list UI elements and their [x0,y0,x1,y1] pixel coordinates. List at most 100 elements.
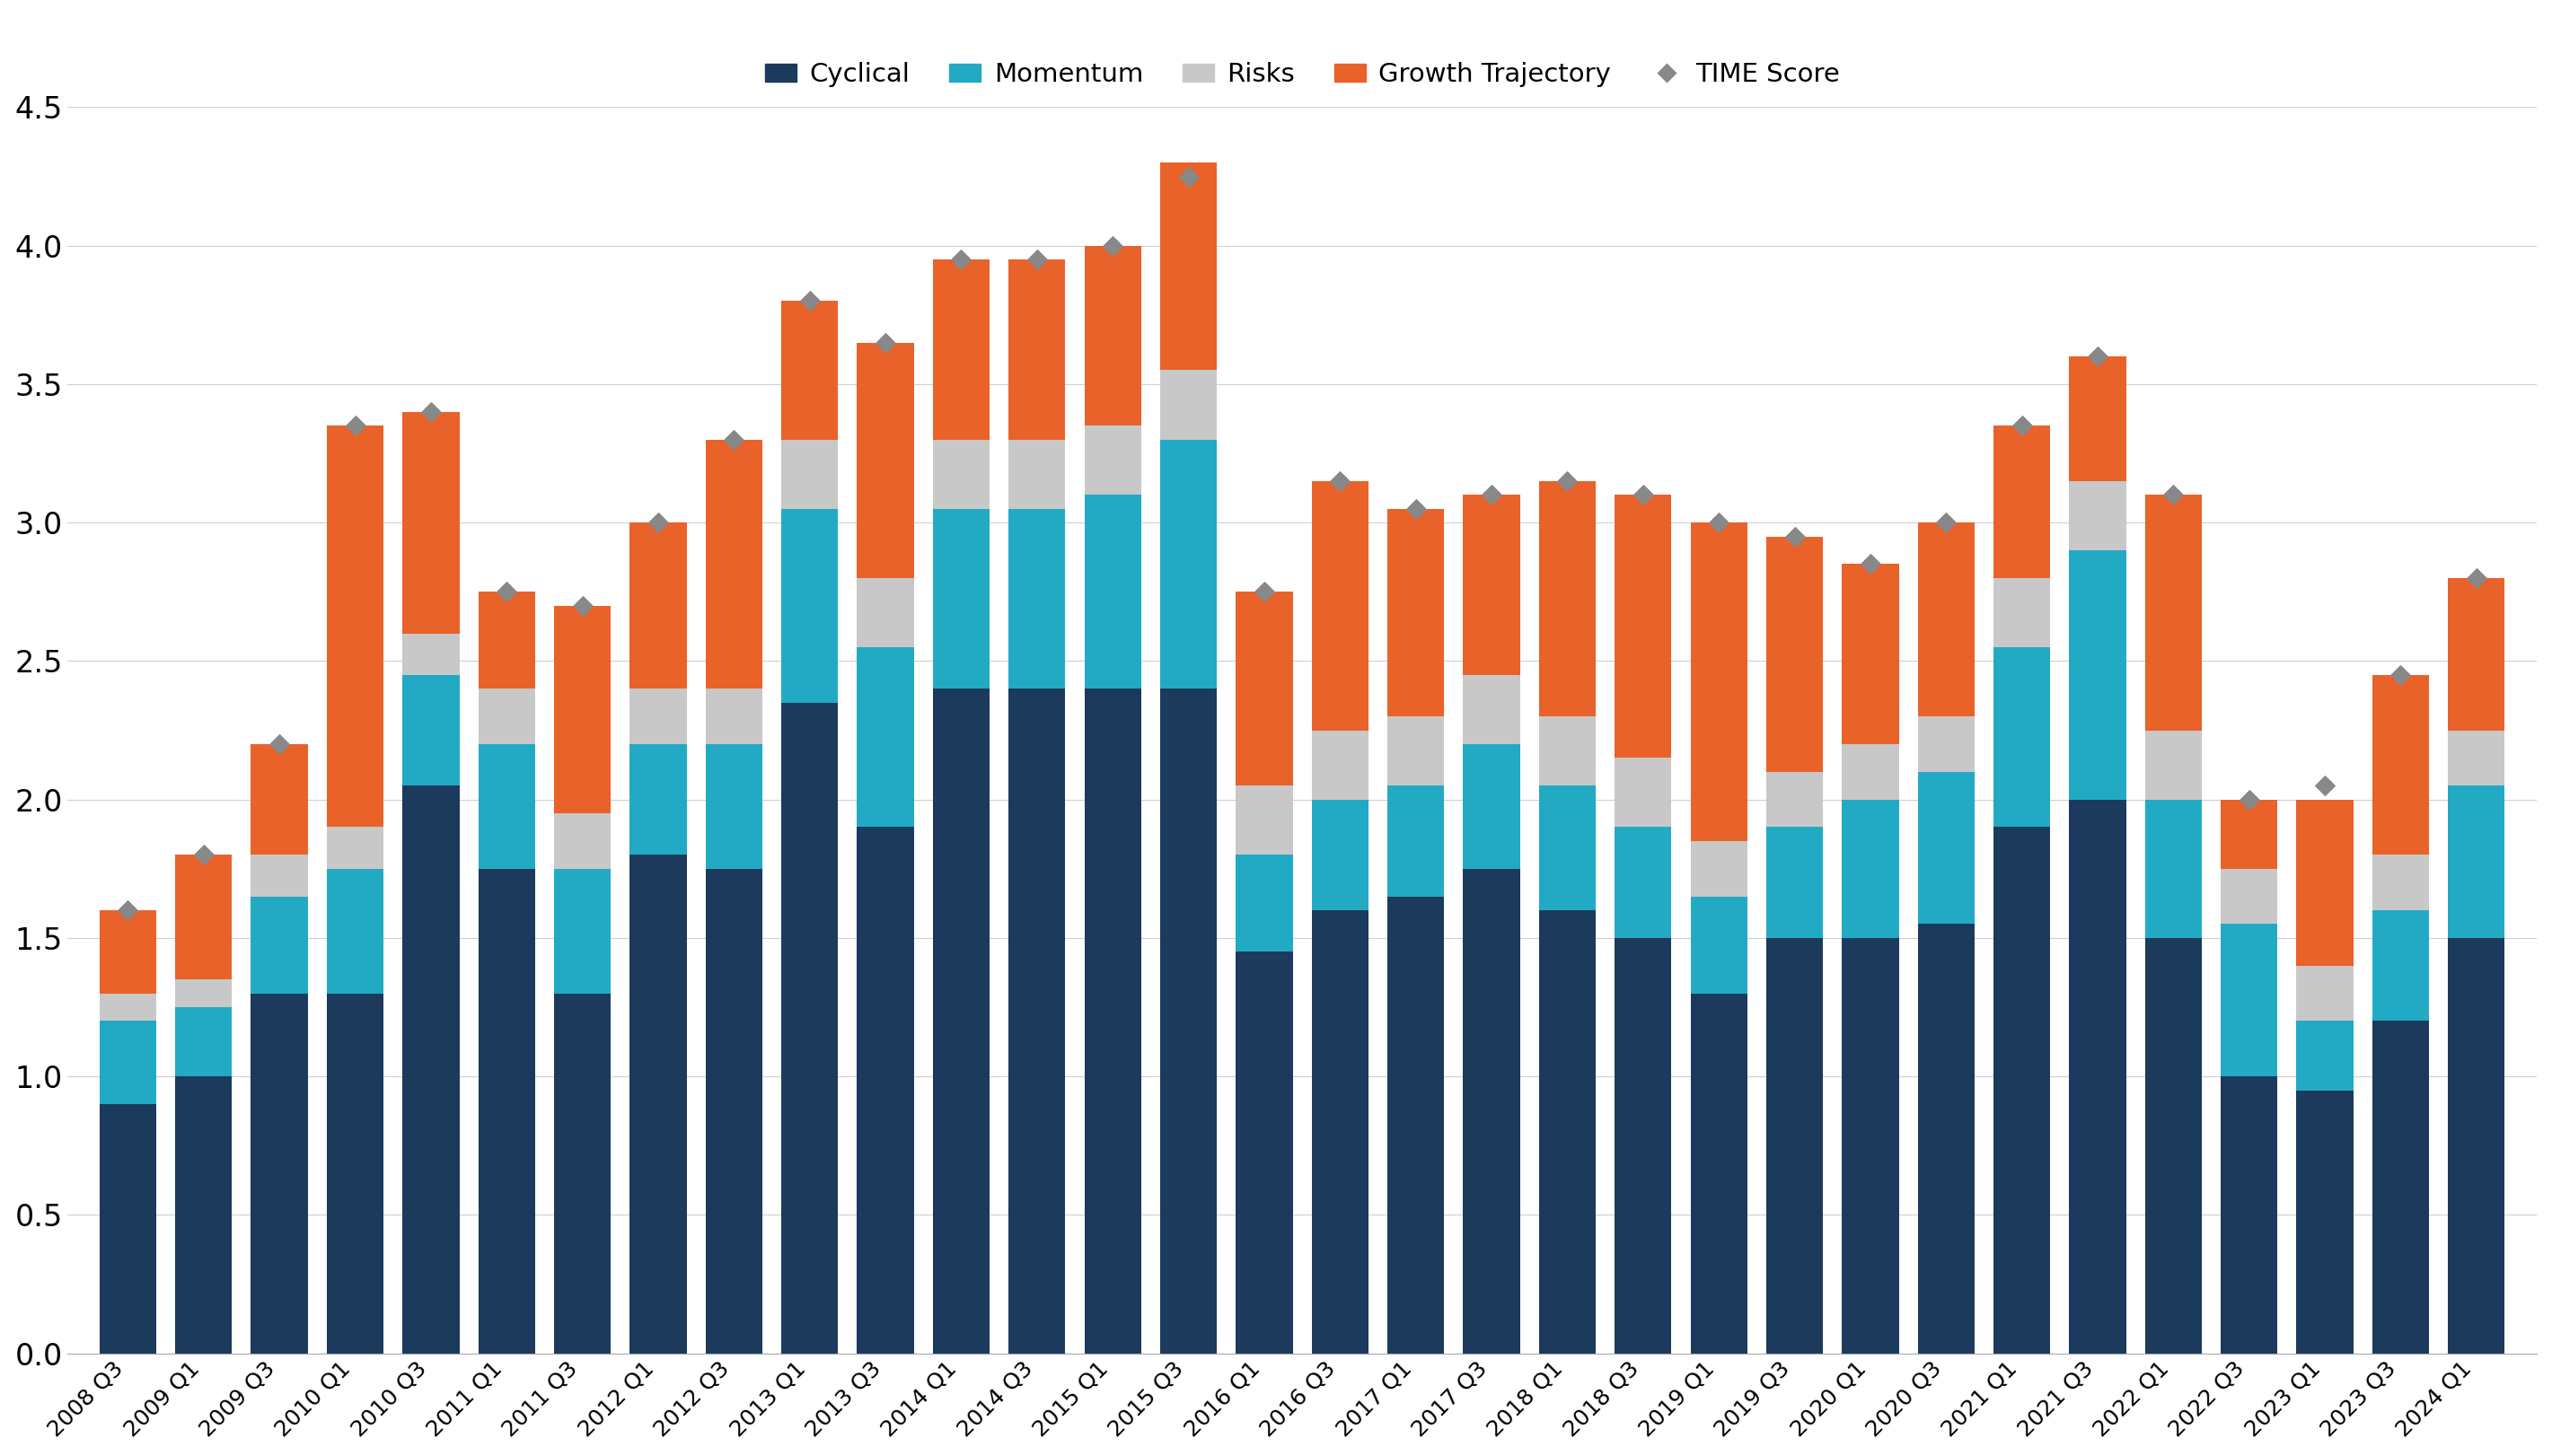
Bar [630,523,686,689]
Bar [1539,716,1595,786]
TIME Score [1396,496,1437,520]
Bar [554,993,610,1353]
Bar [2447,786,2506,938]
Bar [250,744,309,855]
TIME Score [865,331,906,354]
Bar [2297,1021,2353,1091]
TIME Score [2077,345,2118,368]
TIME Score [2381,664,2422,687]
Bar [1085,689,1141,1353]
Bar [250,897,309,993]
Bar [857,342,914,578]
Bar [1689,842,1748,897]
TIME Score [1547,469,1587,492]
Bar [2070,357,2126,480]
Bar [2220,925,2276,1076]
TIME Score [2228,788,2269,811]
Bar [934,440,990,508]
Bar [934,259,990,440]
TIME Score [107,898,148,922]
Bar [1689,523,1748,842]
Bar [2297,965,2353,1021]
Bar [1993,578,2049,646]
Bar [250,993,309,1353]
Bar [2146,799,2202,938]
Bar [857,646,914,827]
TIME Score [2455,566,2496,590]
Bar [1766,772,1822,827]
Bar [1539,480,1595,716]
Bar [2070,480,2126,550]
Bar [630,855,686,1353]
Bar [1008,259,1064,440]
Bar [2070,799,2126,1353]
Bar [1993,646,2049,827]
TIME Score [487,579,528,603]
Bar [176,1076,232,1353]
Bar [1312,910,1368,1353]
Bar [2447,731,2506,786]
Bar [1689,993,1748,1353]
Bar [327,993,383,1353]
Bar [477,869,536,1353]
Bar [1993,827,2049,1353]
TIME Score [2154,483,2195,507]
Bar [781,508,837,703]
Bar [2146,495,2202,731]
Bar [2070,550,2126,799]
Bar [1235,786,1294,855]
TIME Score [1470,483,1511,507]
Bar [554,869,610,993]
Bar [2297,1091,2353,1353]
Bar [176,1008,232,1076]
Bar [2373,910,2430,1021]
Bar [1008,689,1064,1353]
Bar [934,508,990,689]
Bar [1539,786,1595,910]
Bar [2146,938,2202,1353]
TIME Score [1016,248,1057,271]
Bar [250,855,309,897]
Bar [1843,563,1899,744]
Bar [2220,799,2276,869]
Bar [704,689,763,744]
Bar [327,425,383,827]
TIME Score [258,732,299,756]
Bar [630,689,686,744]
Bar [2297,799,2353,965]
TIME Score [1092,234,1133,258]
Bar [1917,772,1975,925]
Bar [1615,759,1672,827]
Bar [1539,910,1595,1353]
Bar [2447,938,2506,1353]
Bar [403,786,459,1353]
Bar [1161,370,1217,440]
Bar [704,440,763,689]
Bar [1235,952,1294,1353]
Bar [2220,1076,2276,1353]
Bar [1462,744,1521,869]
Bar [477,591,536,689]
Bar [176,855,232,980]
Bar [2373,1021,2430,1353]
Bar [934,689,990,1353]
Bar [176,980,232,1008]
Bar [1161,163,1217,370]
Bar [403,412,459,633]
Bar [2373,676,2430,855]
Legend: Cyclical, Momentum, Risks, Growth Trajectory, TIME Score: Cyclical, Momentum, Risks, Growth Trajec… [755,52,1850,98]
Bar [1993,425,2049,578]
Bar [403,676,459,786]
Bar [1312,480,1368,731]
TIME Score [2304,775,2345,798]
Bar [2220,869,2276,925]
TIME Score [1243,579,1284,603]
Bar [477,689,536,744]
TIME Score [1927,511,1968,534]
Bar [554,814,610,869]
Bar [100,993,156,1021]
Bar [1689,897,1748,993]
Bar [403,633,459,676]
Bar [781,703,837,1353]
Bar [857,578,914,646]
